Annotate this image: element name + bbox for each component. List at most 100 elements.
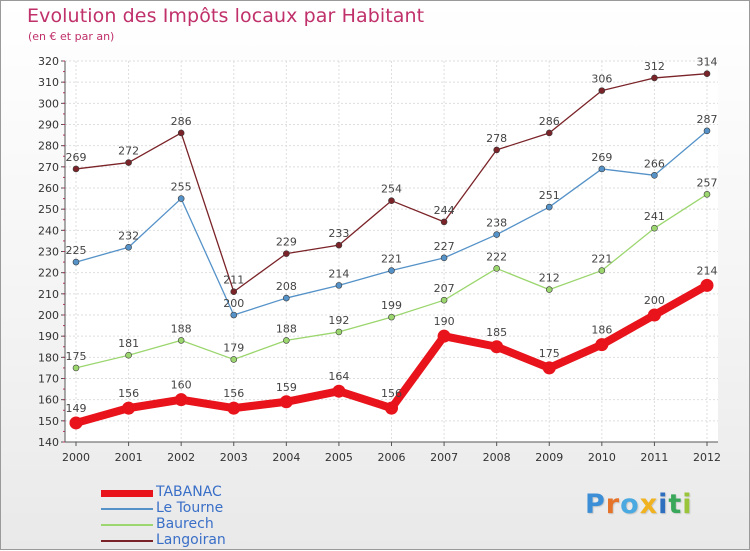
data-point-le-tourne [335, 282, 343, 289]
y-tick-label: 180 [38, 351, 59, 364]
data-label-baurech: 207 [434, 282, 455, 295]
data-label-tabanac: 200 [644, 294, 665, 307]
data-label-le-tourne: 225 [66, 244, 87, 257]
legend-label: Le Tourne [156, 500, 224, 516]
data-point-baurech [440, 296, 448, 304]
data-label-tabanac: 190 [434, 315, 455, 328]
data-label-tabanac: 156 [381, 387, 402, 400]
data-label-tabanac: 160 [171, 379, 192, 392]
logo-letter: i [682, 489, 693, 520]
y-tick-label: 280 [38, 140, 59, 153]
legend-label: Baurech [156, 516, 214, 532]
logo-letter: P [585, 489, 606, 520]
data-label-baurech: 188 [276, 322, 297, 335]
data-point-langoiran [388, 197, 395, 204]
data-label-baurech: 181 [118, 337, 139, 350]
y-tick-label: 200 [38, 309, 59, 322]
data-point-le-tourne [440, 254, 448, 262]
data-label-baurech: 221 [591, 253, 612, 266]
data-point-tabanac [227, 401, 241, 415]
data-point-langoiran [125, 159, 132, 166]
data-point-le-tourne [72, 258, 80, 266]
x-tick-label: 2002 [167, 451, 195, 464]
data-label-le-tourne: 266 [644, 157, 665, 170]
data-point-tabanac [122, 401, 136, 415]
data-label-langoiran: 269 [66, 151, 87, 164]
y-tick-label: 190 [38, 330, 59, 343]
data-label-langoiran: 286 [171, 115, 192, 128]
y-tick-label: 290 [38, 119, 59, 132]
data-label-le-tourne: 200 [223, 297, 244, 310]
y-tick-label: 210 [38, 288, 59, 301]
data-label-le-tourne: 214 [328, 267, 349, 280]
data-point-baurech [388, 313, 395, 321]
data-point-tabanac [332, 384, 346, 398]
y-tick-label: 260 [38, 182, 59, 195]
data-label-langoiran: 272 [118, 145, 139, 158]
data-label-tabanac: 186 [591, 324, 612, 337]
data-label-baurech: 188 [171, 322, 192, 335]
chart-subtitle: (en € et par an) [28, 30, 115, 43]
data-point-tabanac [595, 338, 609, 352]
data-point-tabanac [385, 401, 398, 415]
data-point-le-tourne [651, 172, 658, 179]
x-tick-label: 2011 [640, 451, 668, 464]
data-point-tabanac [437, 329, 451, 343]
legend-swatch [101, 540, 153, 542]
data-point-tabanac [174, 393, 188, 407]
data-point-langoiran [440, 218, 448, 226]
legend-swatch [101, 489, 153, 497]
data-point-baurech [125, 351, 132, 359]
data-label-tabanac: 175 [539, 347, 560, 360]
logo-letter: i [658, 489, 669, 520]
data-label-le-tourne: 208 [276, 280, 297, 293]
x-tick-label: 2012 [693, 451, 721, 464]
y-tick-label: 160 [38, 394, 59, 407]
data-point-le-tourne [283, 294, 290, 302]
data-label-langoiran: 233 [328, 227, 349, 240]
data-label-tabanac: 149 [66, 402, 87, 415]
data-point-tabanac [542, 361, 556, 375]
data-label-langoiran: 211 [223, 274, 244, 287]
y-tick-label: 310 [38, 76, 59, 89]
data-point-langoiran [598, 87, 606, 94]
data-label-le-tourne: 269 [591, 151, 612, 164]
data-label-baurech: 212 [539, 272, 560, 285]
data-point-langoiran [545, 129, 553, 137]
y-tick-label: 300 [38, 97, 59, 110]
y-tick-label: 140 [38, 436, 59, 449]
data-label-langoiran: 244 [434, 204, 455, 217]
proxiti-logo: Proxiti [585, 489, 693, 520]
data-point-le-tourne [230, 311, 238, 319]
data-point-le-tourne [388, 267, 395, 274]
data-point-baurech [335, 328, 343, 336]
data-label-langoiran: 312 [644, 60, 665, 73]
y-tick-label: 240 [38, 224, 59, 237]
logo-letter: o [620, 489, 640, 520]
y-tick-label: 250 [38, 203, 59, 216]
data-point-baurech [545, 286, 553, 293]
y-tick-label: 230 [38, 246, 59, 259]
data-label-baurech: 241 [644, 210, 665, 223]
x-tick-label: 2005 [325, 451, 353, 464]
x-tick-label: 2003 [220, 451, 248, 464]
data-label-langoiran: 286 [539, 115, 560, 128]
data-label-le-tourne: 238 [486, 217, 507, 230]
data-point-le-tourne [598, 165, 606, 173]
logo-letter: x [639, 489, 659, 520]
data-point-baurech [703, 191, 711, 198]
data-label-langoiran: 254 [381, 183, 402, 196]
data-point-langoiran [177, 129, 185, 137]
data-point-le-tourne [703, 127, 711, 135]
y-tick-label: 320 [38, 55, 59, 68]
x-tick-label: 2007 [430, 451, 458, 464]
data-point-tabanac [279, 395, 293, 409]
data-label-tabanac: 156 [223, 387, 244, 400]
data-point-le-tourne [545, 203, 553, 211]
data-point-langoiran [230, 288, 238, 296]
data-point-baurech [493, 265, 500, 272]
data-point-tabanac [700, 278, 714, 292]
chart-title: Evolution des Impôts locaux par Habitant [27, 5, 425, 27]
x-tick-label: 2000 [62, 451, 90, 464]
